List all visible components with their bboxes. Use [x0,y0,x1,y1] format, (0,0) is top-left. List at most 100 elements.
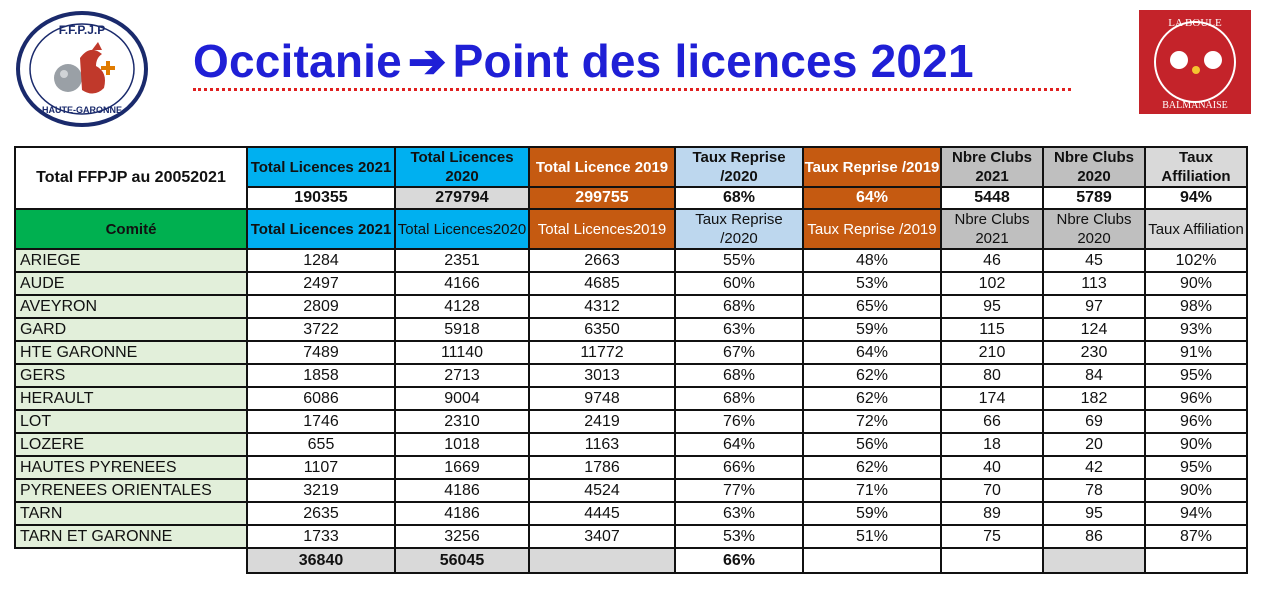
cell-reprise-2020: 68% [674,363,804,388]
cell-reprise-2020: 63% [674,317,804,342]
table-row: PYRENEES ORIENTALES 3219 4186 4524 77% 71% 70 7… [14,478,1248,503]
cell-licences-2021: 1746 [246,409,396,434]
column-header-reprise-2020: Taux Reprise /2020 [674,208,804,250]
cell-reprise-2019: 71% [802,478,942,503]
cell-clubs-2021: 210 [940,340,1044,365]
cell-licences-2021: 2635 [246,501,396,526]
cell-clubs-2020: 45 [1042,248,1146,273]
boule-balmanaise-logo: LA BOULE BALMANAISE [1139,10,1251,114]
summary-value-8: 94% [1144,186,1248,210]
totals-cell-1: 36840 [246,547,396,574]
summary-header-3: Total Licence 2019 [528,146,676,188]
table-row: TARN 2635 4186 4445 63% 59% 89 95 94% [14,501,1248,526]
cell-clubs-2021: 70 [940,478,1044,503]
cell-reprise-2019: 53% [802,271,942,296]
table-row: LOT 1746 2310 2419 76% 72% 66 69 96% [14,409,1248,434]
totals-cell-5 [802,547,942,574]
cell-affiliation: 93% [1144,317,1248,342]
cell-licences-2021: 1733 [246,524,396,549]
cell-licences-2019: 2419 [528,409,676,434]
cell-reprise-2019: 64% [802,340,942,365]
cell-clubs-2021: 80 [940,363,1044,388]
cell-clubs-2020: 182 [1042,386,1146,411]
summary-header-row: Total FFPJP au 20052021 Total Licences 2… [14,146,1248,209]
cell-licences-2020: 4128 [394,294,530,319]
cell-clubs-2021: 18 [940,432,1044,457]
totals-row: 36840 56045 66% [15,547,1248,574]
column-header-licences-2020: Total Licences2020 [394,208,530,250]
cell-affiliation: 98% [1144,294,1248,319]
table-row: LOZERE 655 1018 1163 64% 56% 18 20 90% [14,432,1248,457]
cell-reprise-2019: 62% [802,363,942,388]
cell-licences-2021: 1107 [246,455,396,480]
cell-licences-2019: 9748 [528,386,676,411]
cell-licences-2021: 2809 [246,294,396,319]
cell-clubs-2020: 84 [1042,363,1146,388]
cell-reprise-2020: 68% [674,294,804,319]
table-row: AVEYRON 2809 4128 4312 68% 65% 95 97 98% [14,294,1248,319]
table-row: GERS 1858 2713 3013 68% 62% 80 84 95% [14,363,1248,388]
cell-reprise-2019: 59% [802,501,942,526]
cell-affiliation: 96% [1144,409,1248,434]
summary-value-6: 5448 [940,186,1044,210]
cell-affiliation: 95% [1144,363,1248,388]
title-region: Occitanie [193,35,402,87]
table-row: HERAULT 6086 9004 9748 68% 62% 174 182 96% [14,386,1248,411]
cell-reprise-2019: 65% [802,294,942,319]
summary-value-5: 64% [802,186,942,210]
cell-licences-2019: 4685 [528,271,676,296]
cell-clubs-2021: 102 [940,271,1044,296]
cell-licences-2021: 1858 [246,363,396,388]
cell-clubs-2020: 69 [1042,409,1146,434]
cell-affiliation: 90% [1144,478,1248,503]
cell-clubs-2020: 124 [1042,317,1146,342]
cell-licences-2020: 4166 [394,271,530,296]
cell-clubs-2020: 97 [1042,294,1146,319]
cell-licences-2019: 1786 [528,455,676,480]
cell-affiliation: 90% [1144,432,1248,457]
cell-affiliation: 95% [1144,455,1248,480]
cell-licences-2020: 2351 [394,248,530,273]
cell-licences-2021: 2497 [246,271,396,296]
cell-licences-2020: 9004 [394,386,530,411]
data-rows: ARIEGE 1284 2351 2663 55% 48% 46 45 102% AUDE 2497… [14,248,1248,549]
title-underline [193,88,1071,91]
cell-clubs-2021: 46 [940,248,1044,273]
cell-licences-2020: 3256 [394,524,530,549]
cell-licences-2021: 655 [246,432,396,457]
cell-clubs-2021: 115 [940,317,1044,342]
cell-reprise-2019: 48% [802,248,942,273]
totals-cell-8 [1144,547,1248,574]
summary-header-5: Taux Reprise /2019 [802,146,942,188]
cell-licences-2020: 1018 [394,432,530,457]
cell-reprise-2020: 77% [674,478,804,503]
cell-clubs-2021: 89 [940,501,1044,526]
totals-cell-3 [528,547,676,574]
cell-affiliation: 96% [1144,386,1248,411]
table-row: AUDE 2497 4166 4685 60% 53% 102 113 90% [14,271,1248,296]
cell-licences-2019: 3407 [528,524,676,549]
cell-reprise-2019: 59% [802,317,942,342]
ffpjp-haute-garonne-logo: F.F.P.J.P HAUTE-GARONNE [16,11,148,127]
arrow-right-icon: ➔ [407,35,447,87]
cell-licences-2019: 4312 [528,294,676,319]
cell-licences-2019: 2663 [528,248,676,273]
column-header-comite: Comité [14,208,248,250]
summary-value-1: 190355 [246,186,396,210]
column-header-clubs-2021: Nbre Clubs 2021 [940,208,1044,250]
page-title: Occitanie ➔ Point des licences 2021 [193,34,974,88]
cell-reprise-2019: 62% [802,386,942,411]
summary-header-1: Total Licences 2021 [246,146,396,188]
cell-comite: AUDE [14,271,248,296]
cell-licences-2020: 1669 [394,455,530,480]
cell-licences-2019: 1163 [528,432,676,457]
cell-licences-2021: 3722 [246,317,396,342]
cell-clubs-2021: 40 [940,455,1044,480]
cell-licences-2019: 3013 [528,363,676,388]
cell-clubs-2021: 174 [940,386,1044,411]
column-header-reprise-2019: Taux Reprise /2019 [802,208,942,250]
cell-reprise-2019: 72% [802,409,942,434]
cell-licences-2020: 11140 [394,340,530,365]
cell-comite: HTE GARONNE [14,340,248,365]
cell-reprise-2020: 63% [674,501,804,526]
